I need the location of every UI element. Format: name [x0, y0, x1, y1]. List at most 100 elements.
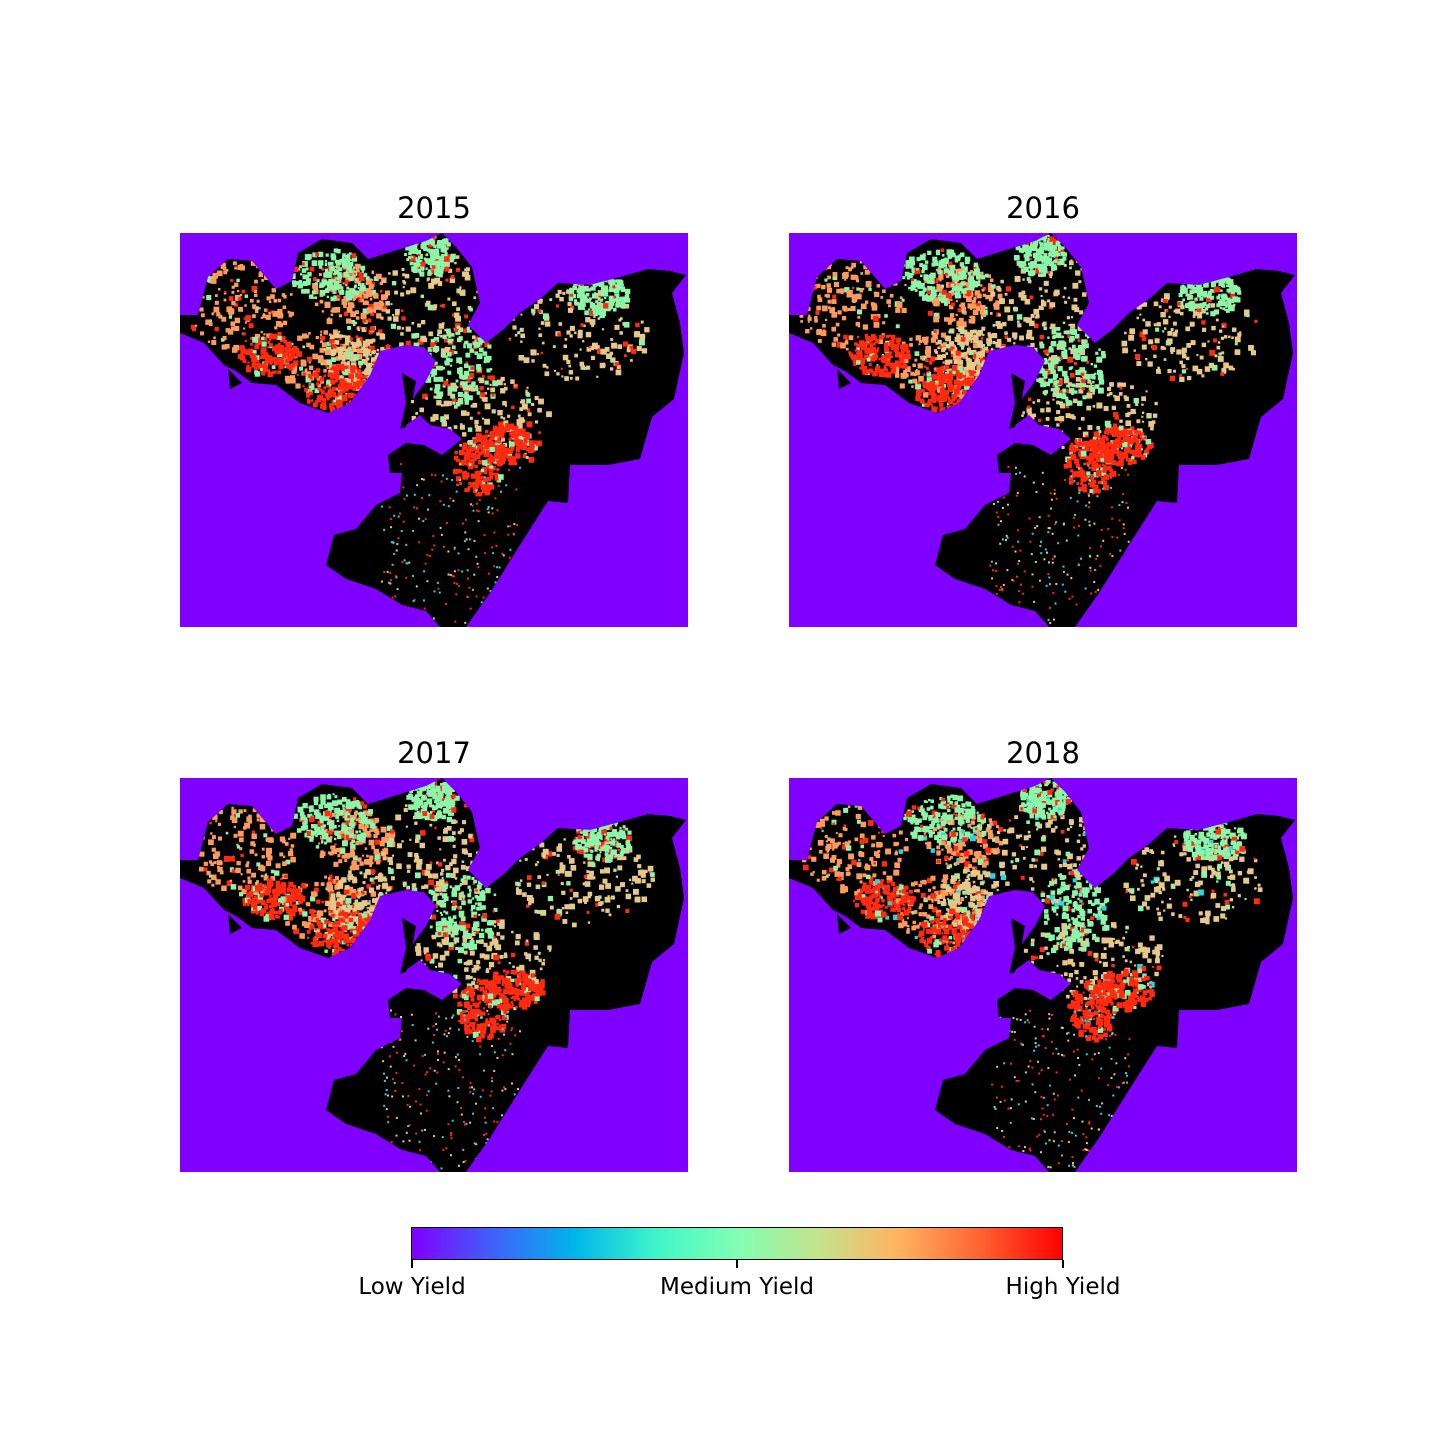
yield-pixel	[351, 320, 356, 324]
yield-pixel	[1074, 333, 1080, 339]
yield-pixel	[902, 357, 909, 364]
yield-pixel	[429, 387, 433, 391]
yield-pixel	[1232, 296, 1239, 303]
yield-pixel	[832, 294, 837, 299]
yield-pixel	[438, 376, 444, 382]
yield-pixel	[1016, 260, 1022, 266]
yield-pixel	[252, 304, 257, 309]
yield-pixel	[1073, 475, 1076, 478]
yield-pixel	[549, 298, 553, 302]
yield-pixel	[426, 554, 429, 557]
yield-pixel	[971, 305, 975, 308]
yield-pixel	[972, 309, 979, 315]
yield-pixel	[251, 285, 258, 292]
yield-pixel	[1038, 418, 1042, 423]
yield-pixel	[1153, 414, 1157, 417]
yield-pixel	[250, 342, 253, 346]
yield-pixel	[1035, 350, 1038, 353]
yield-pixel	[961, 370, 966, 375]
yield-pixel	[374, 371, 381, 378]
yield-pixel	[299, 265, 302, 269]
map-canvas	[180, 233, 686, 627]
yield-pixel	[417, 338, 424, 345]
yield-pixel	[1148, 339, 1154, 345]
yield-pixel	[937, 386, 943, 393]
yield-pixel	[1180, 311, 1184, 316]
yield-pixel	[589, 297, 592, 301]
yield-pixel	[475, 385, 479, 388]
yield-pixel	[952, 279, 958, 285]
yield-pixel	[618, 318, 622, 322]
yield-pixel	[585, 293, 590, 297]
yield-pixel	[1223, 362, 1229, 369]
yield-pixel	[906, 276, 911, 280]
yield-pixel	[314, 388, 320, 394]
yield-pixel	[885, 372, 892, 378]
yield-pixel	[364, 348, 370, 355]
yield-pixel	[1162, 319, 1169, 325]
yield-pixel	[1057, 245, 1062, 249]
yield-pixel	[1053, 380, 1058, 386]
yield-pixel	[956, 327, 959, 330]
yield-pixel	[960, 399, 965, 404]
yield-pixel	[1116, 430, 1122, 436]
yield-pixel	[958, 317, 964, 323]
yield-pixel	[352, 298, 355, 302]
yield-pixel	[484, 452, 488, 456]
yield-pixel	[269, 362, 273, 365]
yield-pixel	[1092, 392, 1095, 395]
yield-pixel	[965, 282, 970, 287]
yield-pixel	[582, 340, 585, 343]
yield-pixel	[849, 352, 853, 357]
yield-pixel	[960, 302, 966, 308]
yield-pixel	[597, 290, 604, 296]
yield-pixel	[371, 350, 376, 355]
yield-pixel	[816, 283, 821, 288]
yield-pixel	[1101, 471, 1107, 476]
yield-pixel	[385, 309, 391, 314]
yield-pixel	[1206, 304, 1210, 309]
yield-pixel	[872, 342, 876, 346]
yield-pixel	[1067, 296, 1071, 299]
yield-pixel	[465, 518, 467, 521]
yield-pixel	[350, 288, 356, 294]
yield-pixel	[499, 423, 503, 427]
yield-pixel	[372, 360, 376, 364]
yield-pixel	[518, 432, 523, 436]
yield-pixel	[1033, 361, 1038, 365]
yield-pixel	[518, 439, 524, 445]
yield-pixel	[447, 386, 453, 392]
yield-pixel	[1081, 484, 1087, 490]
yield-pixel	[799, 313, 804, 318]
yield-pixel	[277, 298, 282, 303]
yield-pixel	[423, 373, 429, 378]
yield-pixel	[935, 268, 939, 272]
yield-pixel	[362, 371, 365, 375]
yield-pixel	[591, 306, 597, 311]
yield-pixel	[938, 292, 944, 297]
yield-pixel	[1079, 310, 1084, 315]
yield-pixel	[980, 284, 983, 287]
yield-pixel	[966, 347, 972, 353]
yield-pixel	[526, 398, 532, 404]
yield-pixel	[433, 337, 439, 343]
yield-pixel	[302, 281, 307, 286]
yield-pixel	[488, 471, 493, 476]
yield-pixel	[451, 345, 456, 350]
yield-pixel	[926, 295, 933, 302]
yield-pixel	[324, 268, 330, 274]
yield-pixel	[484, 471, 488, 475]
yield-pixel	[953, 352, 958, 358]
yield-pixel	[486, 507, 489, 510]
yield-pixel	[865, 300, 869, 304]
yield-pixel	[870, 368, 874, 372]
yield-pixel	[984, 346, 988, 351]
yield-pixel	[945, 373, 952, 380]
yield-pixel	[265, 354, 271, 360]
yield-pixel	[396, 325, 401, 330]
yield-pixel	[455, 379, 459, 383]
yield-pixel	[1055, 256, 1058, 260]
yield-pixel	[1056, 380, 1060, 384]
yield-pixel	[422, 478, 425, 481]
yield-pixel	[927, 250, 932, 255]
